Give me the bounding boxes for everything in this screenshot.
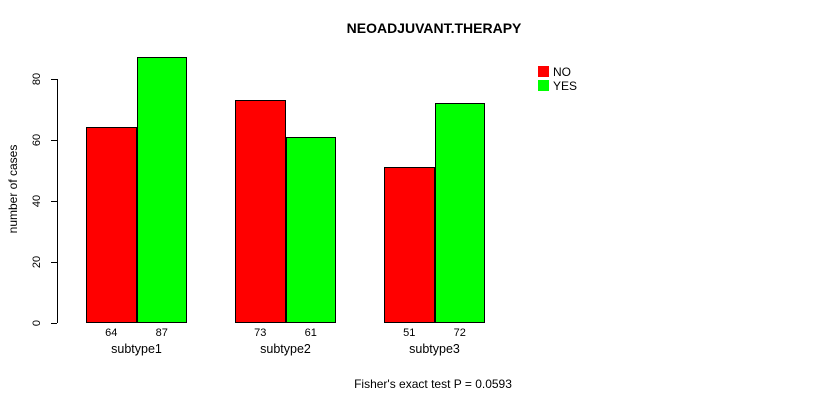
legend-swatch-yes bbox=[538, 80, 549, 91]
bar-yes-subtype3 bbox=[434, 102, 485, 323]
bar-yes-subtype1 bbox=[136, 57, 187, 323]
y-tick-label: 40 bbox=[31, 194, 43, 207]
legend-label-yes: YES bbox=[553, 79, 578, 93]
y-tick-label: 80 bbox=[31, 72, 43, 85]
y-tick-label: 0 bbox=[31, 319, 43, 327]
y-tick bbox=[51, 200, 57, 202]
bar-value-label: 61 bbox=[304, 327, 317, 339]
y-axis bbox=[57, 78, 58, 323]
annotation-fisher-test: Fisher's exact test P = 0.0593 bbox=[354, 377, 512, 391]
y-tick-label: 20 bbox=[31, 255, 43, 268]
y-tick bbox=[51, 261, 57, 263]
category-label-subtype1: subtype1 bbox=[111, 342, 162, 356]
bar-value-label: 72 bbox=[453, 327, 466, 339]
bar-value-label: 51 bbox=[403, 327, 416, 339]
y-tick-label: 60 bbox=[31, 133, 43, 146]
bar-value-label: 64 bbox=[105, 327, 118, 339]
category-label-subtype2: subtype2 bbox=[260, 342, 311, 356]
y-tick bbox=[51, 139, 57, 141]
y-tick bbox=[51, 78, 57, 80]
legend-label-no: NO bbox=[553, 65, 571, 79]
y-axis-label: number of cases bbox=[6, 144, 20, 234]
bar-yes-subtype2 bbox=[285, 136, 336, 323]
bar-value-label: 73 bbox=[254, 327, 267, 339]
y-tick bbox=[51, 323, 57, 324]
legend-swatch-no bbox=[538, 66, 549, 77]
bar-no-subtype3 bbox=[384, 167, 435, 323]
bar-no-subtype2 bbox=[235, 99, 286, 323]
bar-no-subtype1 bbox=[86, 127, 137, 323]
category-label-subtype3: subtype3 bbox=[409, 342, 460, 356]
chart-title: NEOADJUVANT.THERAPY bbox=[346, 20, 522, 36]
bar-value-label: 87 bbox=[155, 327, 168, 339]
